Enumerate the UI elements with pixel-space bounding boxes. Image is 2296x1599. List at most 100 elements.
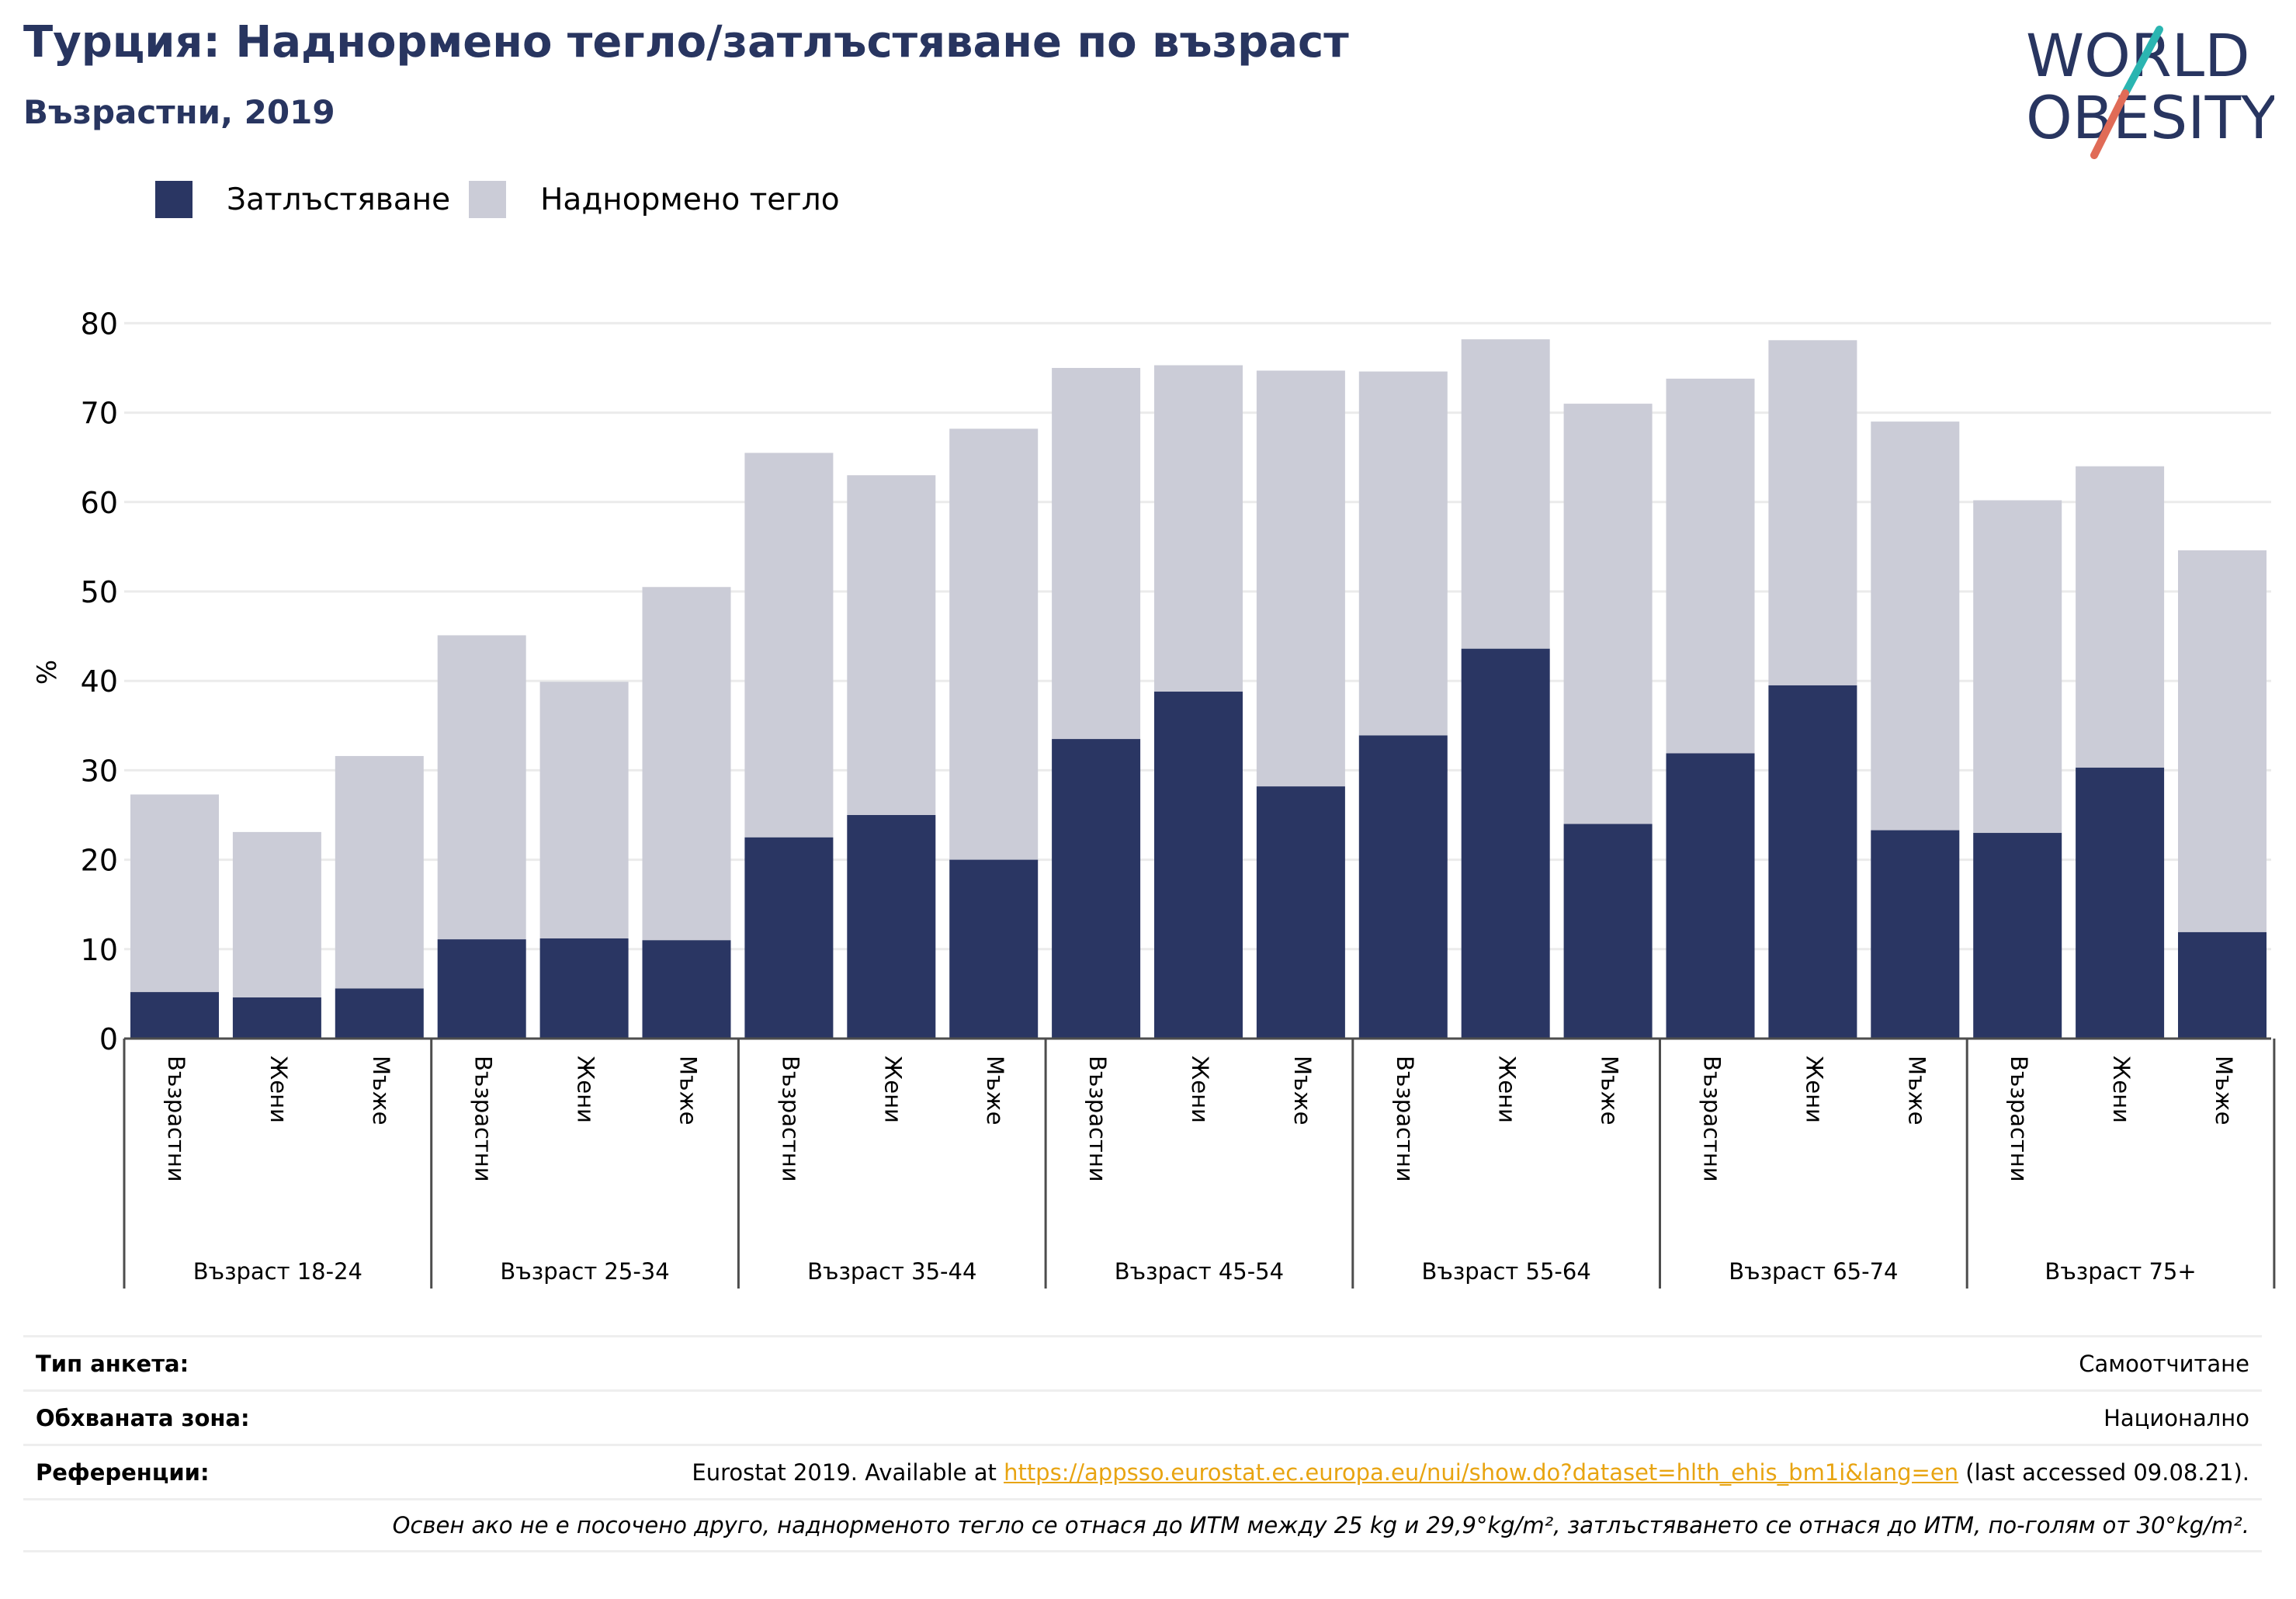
x-tick-label: Жени	[573, 1056, 599, 1123]
bar-overweight	[1563, 404, 1653, 824]
legend-swatch-overweight	[469, 181, 507, 218]
group-label: Възраст 55-64	[1421, 1258, 1590, 1285]
x-tick-label: Жени	[2108, 1056, 2135, 1123]
group-label: Възраст 18-24	[193, 1258, 362, 1285]
x-tick-label: Възрастни	[2006, 1056, 2032, 1182]
logo-slash-red	[2090, 89, 2129, 159]
y-axis-label: %	[32, 660, 63, 685]
bar-obesity	[1154, 692, 1243, 1039]
bmi-definition-note: Освен ако не е посочено друго, наднормен…	[392, 1512, 2249, 1538]
y-tick-label: 30	[81, 754, 118, 788]
bar-obesity	[949, 859, 1039, 1039]
bar-overweight	[1768, 340, 1857, 685]
chart-subtitle: Възрастни, 2019	[23, 93, 335, 131]
bar-overweight	[744, 453, 834, 838]
references-prefix: Eurostat 2019. Available at	[692, 1459, 1004, 1486]
y-tick-label: 60	[81, 486, 118, 520]
bar-obesity	[1768, 685, 1857, 1039]
x-tick-label: Мъже	[368, 1056, 394, 1125]
bar-overweight	[1666, 378, 1755, 754]
legend-label-obesity: Затлъстяване	[227, 182, 451, 217]
x-tick-label: Възрастни	[1699, 1056, 1725, 1182]
info-row-note: Освен ако не е посочено друго, наднормен…	[23, 1498, 2262, 1552]
bar-overweight	[1154, 365, 1243, 692]
bar-overweight	[1461, 339, 1550, 649]
bar-obesity	[744, 837, 834, 1039]
bar-obesity	[1973, 833, 2062, 1039]
bar-overweight	[949, 428, 1039, 860]
bar-overweight	[847, 475, 936, 815]
survey-type-label: Тип анкета:	[36, 1350, 189, 1377]
y-tick-label: 40	[81, 664, 118, 699]
area-label: Обхваната зона:	[36, 1404, 250, 1431]
x-tick-label: Мъже	[1289, 1056, 1316, 1125]
bar-obesity	[1461, 648, 1550, 1039]
bar-obesity	[539, 938, 629, 1039]
bar-obesity	[335, 988, 424, 1039]
bar-overweight	[335, 755, 424, 989]
bar-overweight	[1256, 370, 1345, 787]
legend: Затлъстяване Наднормено тегло	[155, 180, 858, 219]
bar-obesity	[1666, 753, 1755, 1039]
x-tick-label: Жени	[1801, 1056, 1827, 1123]
y-tick-label: 20	[81, 844, 118, 878]
bar-overweight	[1358, 371, 1448, 736]
references-suffix: (last accessed 09.08.21).	[1958, 1459, 2249, 1486]
bar-obesity	[642, 940, 731, 1039]
x-tick-label: Възрастни	[777, 1056, 803, 1182]
bar-obesity	[1563, 824, 1653, 1039]
y-tick-label: 70	[81, 397, 118, 431]
logo-slash-teal	[2121, 26, 2163, 97]
y-tick-label: 10	[81, 933, 118, 967]
y-tick-label: 50	[81, 575, 118, 609]
x-tick-label: Мъже	[982, 1056, 1008, 1125]
bar-overweight	[130, 794, 219, 993]
x-tick-label: Жени	[879, 1056, 906, 1123]
group-label: Възраст 35-44	[807, 1258, 976, 1285]
references-link[interactable]: https://appsso.eurostat.ec.europa.eu/nui…	[1004, 1459, 1959, 1486]
x-tick-label: Мъже	[2211, 1056, 2237, 1125]
bar-overweight	[2076, 466, 2165, 768]
legend-label-overweight: Наднормено тегло	[540, 182, 840, 217]
bar-overweight	[2178, 550, 2267, 932]
bar-overweight	[1871, 421, 1960, 831]
x-tick-label: Възрастни	[1392, 1056, 1418, 1182]
bar-obesity	[1256, 786, 1345, 1039]
bar-obesity	[1871, 830, 1960, 1039]
bar-obesity	[2076, 767, 2165, 1039]
legend-swatch-obesity	[155, 181, 192, 218]
survey-type-value: Самоотчитане	[2079, 1350, 2249, 1377]
x-tick-label: Жени	[1494, 1056, 1521, 1123]
bar-overweight	[437, 635, 526, 940]
info-table: Тип анкета: Самоотчитане Обхваната зона:…	[23, 1335, 2262, 1552]
group-label: Възраст 75+	[2045, 1258, 2196, 1285]
group-label: Възраст 45-54	[1115, 1258, 1284, 1285]
world-obesity-logo: WORLD OBESITY	[2026, 22, 2274, 159]
info-row-survey: Тип анкета: Самоотчитане	[23, 1335, 2262, 1389]
chart-title: Турция: Наднормено тегло/затлъстяване по…	[23, 17, 1349, 68]
references-value: Eurostat 2019. Available at https://apps…	[692, 1459, 2249, 1486]
bar-overweight	[232, 831, 321, 998]
info-row-area: Обхваната зона: Национално	[23, 1389, 2262, 1444]
stacked-bar-chart: 0 10 20 30 40 50 60 70 80% Възрастни Жени Мъже Възра…	[32, 307, 2276, 1289]
bar-overweight	[1052, 368, 1141, 740]
bar-obesity	[847, 815, 936, 1039]
group-label: Възраст 65-74	[1729, 1258, 1898, 1285]
logo-line-world: WORLD	[2026, 22, 2250, 90]
bar-overweight	[539, 682, 629, 938]
area-value: Национално	[2104, 1404, 2249, 1431]
x-tick-label: Възрастни	[1084, 1056, 1111, 1182]
bar-obesity	[1358, 735, 1448, 1039]
info-row-references: Референции: Eurostat 2019. Available at …	[23, 1444, 2262, 1498]
x-tick-label: Мъже	[1903, 1056, 1930, 1125]
bar-obesity	[232, 997, 321, 1039]
x-tick-label: Мъже	[1597, 1056, 1623, 1125]
x-tick-label: Възрастни	[163, 1056, 189, 1182]
bar-overweight	[1973, 500, 2062, 834]
y-tick-label: 80	[81, 307, 118, 341]
x-tick-label: Жени	[1187, 1056, 1213, 1123]
group-label: Възраст 25-34	[500, 1258, 669, 1285]
x-tick-label: Мъже	[675, 1056, 702, 1125]
bar-overweight	[642, 587, 731, 941]
x-tick-label: Възрастни	[470, 1056, 497, 1182]
